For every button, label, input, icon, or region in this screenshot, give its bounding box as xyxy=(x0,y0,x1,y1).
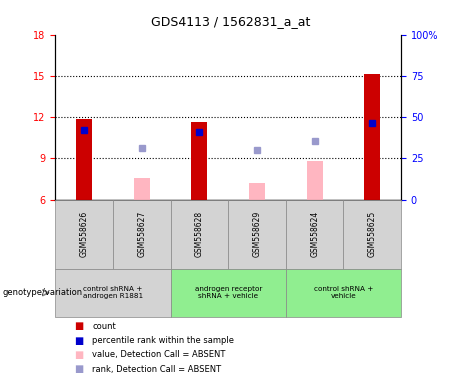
Bar xyxy=(364,74,380,200)
Bar xyxy=(343,200,401,269)
Bar xyxy=(307,161,323,200)
Bar xyxy=(228,200,286,269)
Text: ■: ■ xyxy=(74,364,83,374)
Text: ■: ■ xyxy=(74,336,83,346)
Text: androgen receptor
shRNA + vehicle: androgen receptor shRNA + vehicle xyxy=(195,286,262,299)
Text: rank, Detection Call = ABSENT: rank, Detection Call = ABSENT xyxy=(92,364,221,374)
Bar xyxy=(55,269,171,317)
Text: GSM558626: GSM558626 xyxy=(80,211,89,257)
Bar xyxy=(286,269,401,317)
Text: ■: ■ xyxy=(74,321,83,331)
Bar xyxy=(171,269,286,317)
Bar xyxy=(76,119,92,200)
Text: control shRNA +
vehicle: control shRNA + vehicle xyxy=(314,286,373,299)
Text: ■: ■ xyxy=(74,350,83,360)
Text: control shRNA +
androgen R1881: control shRNA + androgen R1881 xyxy=(83,286,143,299)
Text: genotype/variation: genotype/variation xyxy=(2,288,83,297)
Text: count: count xyxy=(92,322,116,331)
Bar xyxy=(286,200,343,269)
Text: GDS4113 / 1562831_a_at: GDS4113 / 1562831_a_at xyxy=(151,15,310,28)
Text: value, Detection Call = ABSENT: value, Detection Call = ABSENT xyxy=(92,350,225,359)
Bar xyxy=(134,178,150,200)
Text: GSM558625: GSM558625 xyxy=(368,211,377,257)
Bar xyxy=(171,200,228,269)
Bar xyxy=(55,200,113,269)
Bar xyxy=(113,200,171,269)
Text: GSM558628: GSM558628 xyxy=(195,211,204,257)
Text: GSM558629: GSM558629 xyxy=(253,211,261,257)
Text: GSM558627: GSM558627 xyxy=(137,211,146,257)
Bar xyxy=(249,183,265,200)
Text: percentile rank within the sample: percentile rank within the sample xyxy=(92,336,234,345)
Bar xyxy=(191,122,207,200)
Text: GSM558624: GSM558624 xyxy=(310,211,319,257)
